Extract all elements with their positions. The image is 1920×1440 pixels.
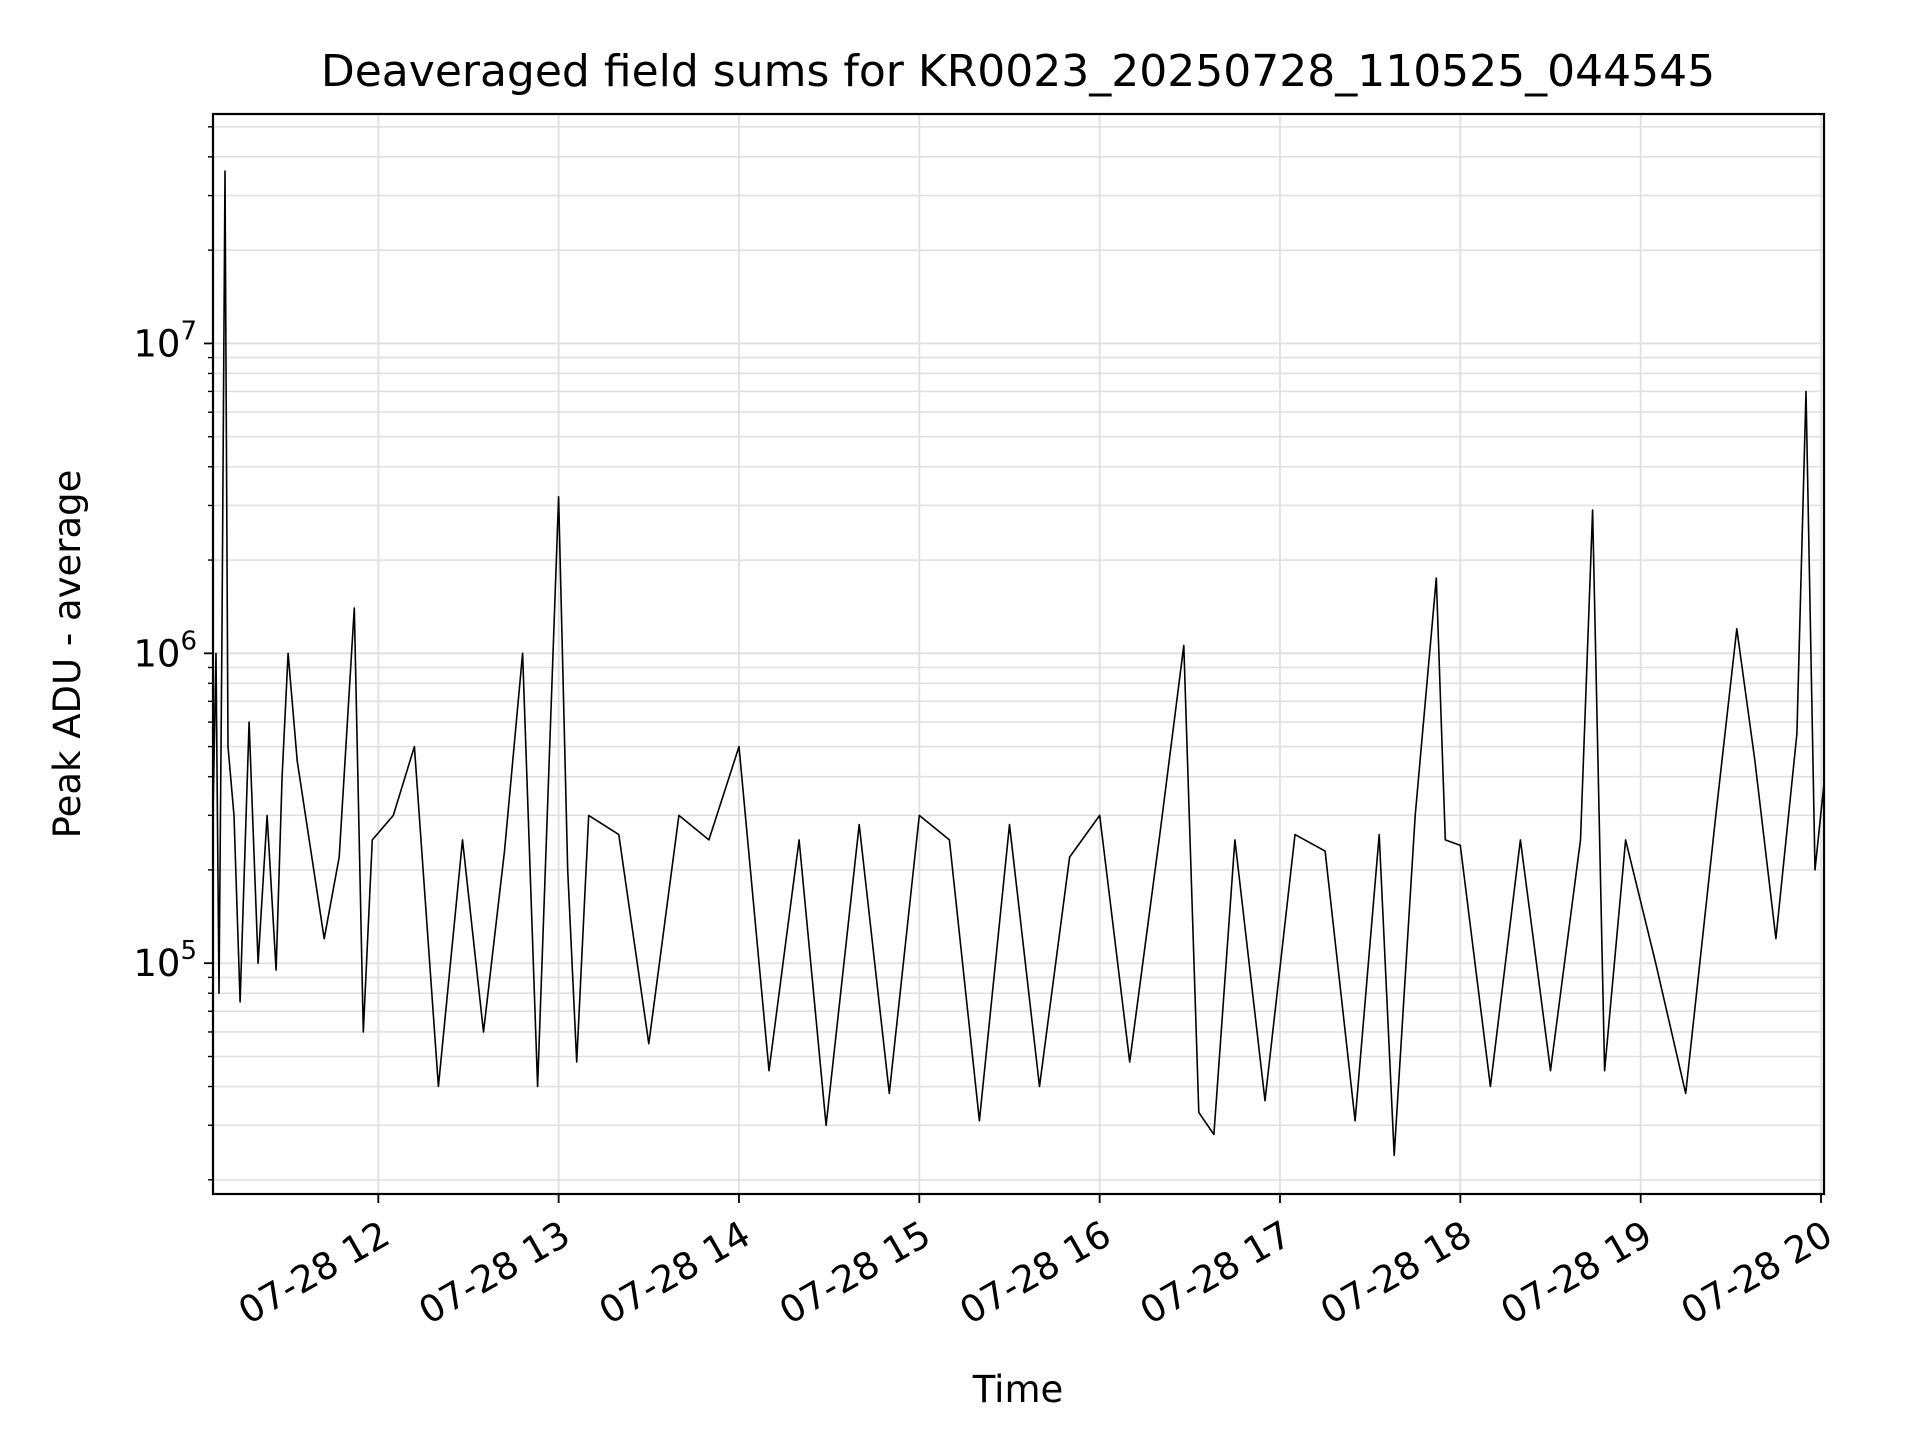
y-tick-label: 106 <box>133 626 197 675</box>
series-line <box>212 170 1825 1157</box>
chart-title: Deaveraged field sums for KR0023_2025072… <box>321 46 1715 97</box>
y-tick-label: 107 <box>133 316 197 365</box>
y-axis: 105 106 107 <box>133 126 213 1181</box>
y-tick-label: 105 <box>133 936 197 985</box>
y-axis-label: Peak ADU - average <box>46 470 89 839</box>
x-axis-label: Time <box>972 1368 1064 1411</box>
series-layer <box>212 170 1825 1157</box>
grid <box>213 114 1824 1194</box>
